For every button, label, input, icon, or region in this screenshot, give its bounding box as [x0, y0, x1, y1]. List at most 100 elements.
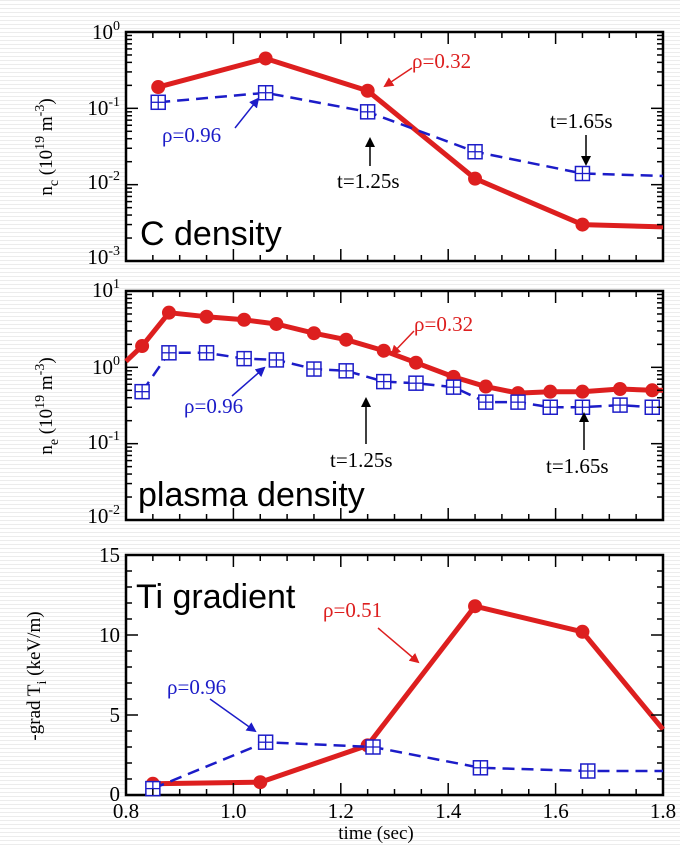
- axis-ticks: [125, 290, 664, 521]
- x-axis: 0.8 1.0 1.2 1.4 1.6 1.8: [113, 799, 676, 823]
- data-point: [339, 332, 354, 347]
- plot-frame: [124, 289, 665, 522]
- x-tick-label: 0.8: [113, 799, 139, 823]
- y-tick-label: 10-1: [87, 429, 120, 454]
- annotation-t165: t=1.65s: [550, 109, 613, 133]
- annotation-rho-051: ρ=0.51: [323, 598, 382, 622]
- y-tick-label: 15: [99, 543, 120, 567]
- annotation-arrow: [377, 627, 420, 664]
- data-point: [359, 104, 376, 120]
- y-tick-label: 10-1: [87, 95, 120, 120]
- annotation-t125: t=1.25s: [330, 448, 393, 472]
- x-tick-label: 1.0: [220, 799, 246, 823]
- data-point: [253, 775, 268, 790]
- data-point: [135, 339, 150, 354]
- data-point: [338, 363, 354, 379]
- data-point: [408, 375, 424, 391]
- annotation-rho-096: ρ=0.96: [184, 394, 243, 418]
- series-lines: [150, 51, 664, 232]
- panel-c-density: 100 10-1 10-2 10-3 nc (1019 m-3) C densi…: [33, 19, 665, 269]
- data-point: [360, 83, 375, 98]
- series-line: [157, 56, 664, 230]
- data-point: [199, 309, 214, 324]
- y-tick-label: 100: [92, 354, 120, 379]
- x-tick-label: 1.6: [542, 799, 568, 823]
- data-point: [575, 384, 590, 399]
- y-axis-label: nc (1019 m-3): [33, 98, 62, 195]
- data-point: [542, 399, 558, 415]
- data-point: [376, 343, 391, 358]
- data-point: [574, 399, 591, 415]
- data-point: [258, 51, 273, 66]
- data-point: [445, 379, 462, 395]
- panel-label: Ti gradient: [136, 578, 296, 616]
- data-point: [306, 326, 321, 341]
- data-point: [478, 379, 493, 394]
- panel-label: plasma density: [138, 476, 365, 514]
- annotation-rho-032: ρ=0.32: [414, 312, 473, 336]
- data-point: [237, 312, 252, 327]
- y-tick-label: 10-3: [87, 244, 120, 269]
- series-line: [158, 91, 664, 178]
- annotation-rho-096: ρ=0.96: [162, 123, 221, 147]
- data-point: [150, 94, 166, 111]
- data-point: [408, 355, 423, 370]
- annotation-arrow: [234, 97, 260, 129]
- annotation-rho-096: ρ=0.96: [167, 675, 226, 699]
- data-point: [472, 760, 489, 776]
- series-line: [152, 740, 663, 790]
- x-tick-label: 1.2: [328, 799, 354, 823]
- data-point: [478, 394, 494, 410]
- y-tick-label: 10-2: [87, 503, 120, 528]
- data-point: [161, 345, 177, 361]
- data-point: [365, 739, 381, 755]
- data-point: [543, 384, 558, 399]
- data-point: [575, 624, 590, 639]
- panel-ti-gradient: 15 10 5 0 -grad Ti (keV/m) Ti gradient ρ…: [24, 543, 665, 806]
- x-axis-label: time (sec): [338, 823, 413, 844]
- data-point: [236, 350, 252, 367]
- series-line: [141, 351, 653, 409]
- y-tick-label: 0: [110, 782, 121, 806]
- y-tick-label: 100: [92, 19, 120, 44]
- data-point: [306, 361, 322, 377]
- data-point: [145, 780, 161, 797]
- y-axis-label: ne (1019 m-3): [33, 357, 62, 454]
- data-point: [268, 352, 285, 368]
- data-point: [161, 305, 176, 320]
- annotation-t165: t=1.65s: [546, 454, 609, 478]
- data-point: [257, 85, 274, 101]
- annotation-arrow: [231, 366, 266, 397]
- series-lines: [124, 305, 663, 415]
- annotation-rho-032: ρ=0.32: [412, 49, 471, 73]
- series-lines: [145, 599, 665, 797]
- data-point: [612, 397, 628, 413]
- x-tick-label: 1.8: [650, 799, 676, 823]
- data-point: [468, 599, 483, 614]
- data-point: [575, 217, 590, 232]
- data-point: [510, 394, 526, 410]
- data-point: [269, 316, 284, 331]
- y-tick-label: 10: [99, 623, 120, 647]
- y-tick-label: 101: [92, 277, 120, 302]
- axis-ticks: [125, 31, 664, 262]
- annotation-arrow: [209, 698, 257, 733]
- panel-label: C density: [140, 215, 282, 253]
- data-point: [134, 383, 150, 400]
- data-point: [613, 382, 628, 397]
- data-point: [257, 734, 274, 750]
- annotation-arrow: [390, 330, 415, 356]
- axis-ticks: [125, 554, 664, 796]
- plot-frame: [124, 553, 665, 797]
- annotation-t125: t=1.25s: [337, 169, 400, 193]
- y-tick-label: 10-2: [87, 169, 120, 194]
- annotation-arrow: [383, 67, 413, 88]
- data-point: [151, 80, 166, 95]
- panel-plasma-density: 101 100 10-1 10-2 ne (1019 m-3) plasma d…: [33, 277, 665, 528]
- data-point: [580, 763, 596, 779]
- data-point: [467, 143, 483, 160]
- data-point: [468, 171, 483, 186]
- series-line: [152, 603, 665, 787]
- y-axis-label: -grad Ti (keV/m): [24, 611, 50, 740]
- data-point: [645, 383, 660, 398]
